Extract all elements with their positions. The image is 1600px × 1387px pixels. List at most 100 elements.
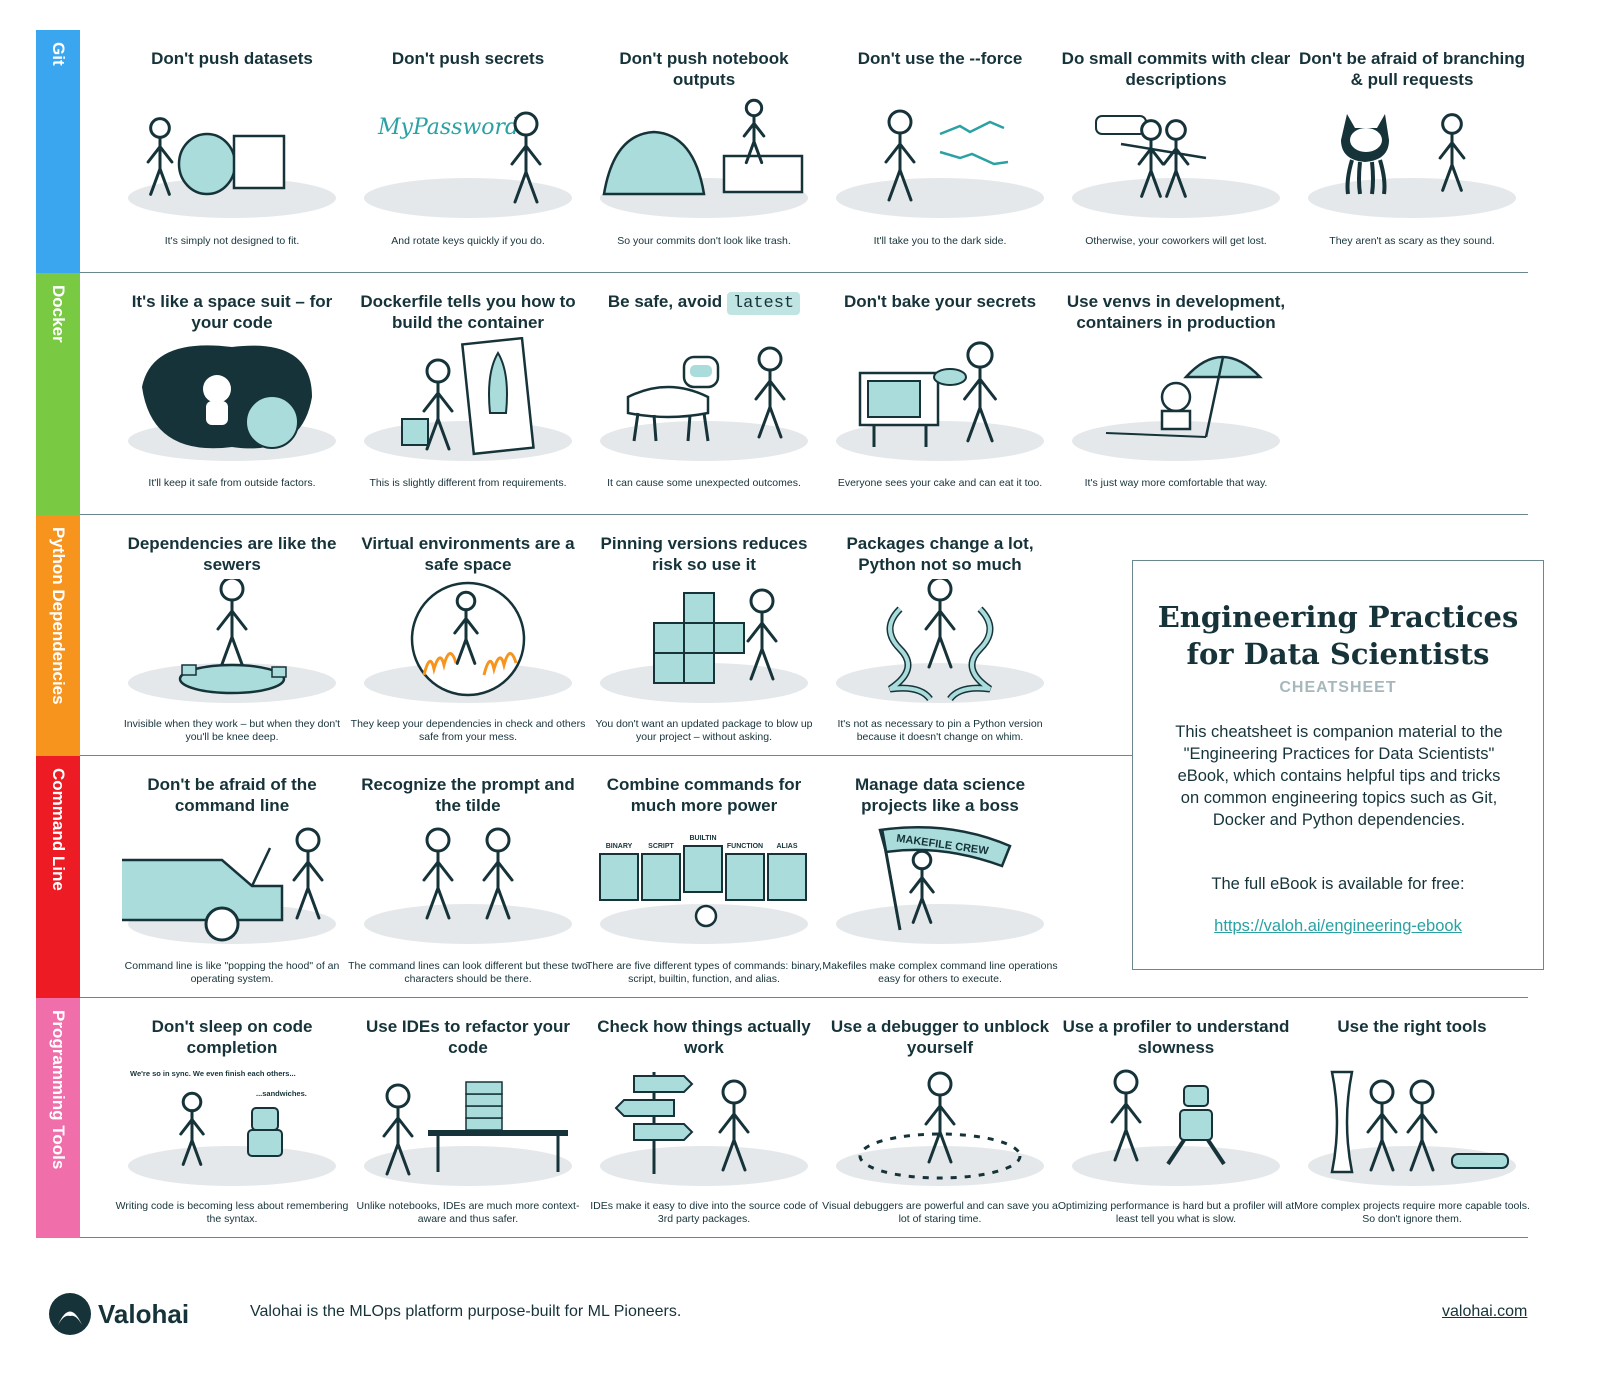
tip-caption: Everyone sees your cake and can eat it t… [837, 477, 1043, 489]
tip-caption: This is slightly different from requirem… [369, 477, 567, 489]
tip-card: Use the right tools More complex project… [1294, 998, 1530, 1238]
force-lightning-icon [830, 94, 1050, 222]
tip-caption: It's just way more comfortable that way. [1084, 477, 1268, 489]
command-label: ALIAS [777, 843, 798, 850]
tip-title: Dockerfile tells you how to build the co… [352, 291, 584, 333]
section-git: Git Don't push datasets It's simply not d… [36, 30, 1528, 273]
section-docker: Docker It's like a space suit – for your … [36, 273, 1528, 515]
footer-website-link[interactable]: valohai.com [1442, 1303, 1528, 1320]
tip-title-text: Be safe, avoid [607, 292, 723, 311]
section-tab: Git [36, 30, 80, 273]
tip-title-code: latest [726, 292, 801, 315]
tip-card: Do small commits with clear descriptions… [1060, 30, 1292, 273]
section-divider [80, 997, 1528, 998]
snakes-icon [830, 579, 1050, 707]
info-title: Engineering Practices for Data Scientist… [1157, 600, 1519, 671]
tip-caption: So your commits don't look like trash. [617, 235, 791, 247]
two-figures-icon [358, 820, 578, 948]
tip-title-text: Don't sleep on code completion [151, 1017, 313, 1057]
tip-title: Check how things actually work [588, 1016, 820, 1058]
car-hood-icon [122, 820, 342, 948]
tip-card: Combine commands for much more power BIN… [586, 756, 822, 998]
tip-card: Dockerfile tells you how to build the co… [352, 273, 584, 515]
tip-card: Use a debugger to unblock yourself Visua… [822, 998, 1058, 1238]
tip-title-text: Pinning versions reduces risk so use it [600, 534, 808, 574]
info-subtitle: CHEATSHEET [1279, 679, 1397, 696]
tip-title: Don't bake your secrets [824, 291, 1056, 312]
tip-title: Do small commits with clear descriptions [1060, 48, 1292, 90]
tip-caption: Unlike notebooks, IDEs are much more con… [356, 1200, 580, 1225]
tip-caption: It's not as necessary to pin a Python ve… [837, 718, 1043, 743]
tip-title: Manage data science projects like a boss [824, 774, 1056, 816]
tip-caption: You don't want an updated package to blo… [595, 718, 813, 743]
tip-title-text: Do small commits with clear descriptions [1061, 49, 1291, 89]
section-label: Programming Tools [49, 1010, 68, 1170]
tip-title: Don't push notebook outputs [588, 48, 820, 90]
tip-card: Don't bake your secrets Everyone sees yo… [824, 273, 1056, 515]
tip-card: Manage data science projects like a boss… [822, 756, 1057, 998]
tip-caption: Command line is like "popping the hood" … [124, 960, 340, 985]
tip-caption: It's simply not designed to fit. [164, 235, 300, 247]
sewer-icon [122, 579, 342, 707]
tip-title: It's like a space suit – for your code [116, 291, 348, 333]
section-tab: Command Line [36, 756, 80, 998]
tip-caption: More complex projects require more capab… [1294, 1200, 1530, 1225]
brand-name: Valohai [98, 1298, 190, 1329]
tip-title-text: Use the right tools [1337, 1017, 1487, 1036]
tip-title: Use a debugger to unblock yourself [824, 1016, 1056, 1058]
command-label: SCRIPT [648, 843, 674, 850]
section-tab: Python Dependencies [36, 515, 80, 756]
robot-run-icon [1066, 1062, 1286, 1190]
tip-title: Use the right tools [1296, 1016, 1528, 1037]
tip-caption: It'll take you to the dark side. [873, 235, 1007, 247]
tip-title-text: It's like a space suit – for your code [131, 292, 333, 332]
tip-title: Use a profiler to understand slowness [1060, 1016, 1292, 1058]
tip-caption: And rotate keys quickly if you do. [391, 235, 545, 247]
tip-title-text: Use IDEs to refactor your code [365, 1017, 571, 1057]
beach-umbrella-icon [1066, 337, 1286, 465]
section-divider [80, 514, 1528, 515]
tip-caption: IDEs make it easy to dive into the sourc… [590, 1200, 818, 1225]
tip-title-text: Don't be afraid of branching & pull requ… [1299, 49, 1525, 89]
tip-card: It's like a space suit – for your code I… [116, 273, 348, 515]
elephant-in-box-icon [122, 94, 342, 222]
trash-pile-icon [594, 94, 814, 222]
detective-icon [830, 1062, 1050, 1190]
tip-caption: Otherwise, your coworkers will get lost. [1085, 235, 1267, 247]
tip-title: Don't be afraid of the command line [116, 774, 348, 816]
tip-title: Dependencies are like the sewers [116, 533, 348, 575]
tip-title-text: Use venvs in development, containers in … [1066, 292, 1286, 332]
tip-title: Virtual environments are a safe space [352, 533, 584, 575]
section-label: Python Dependencies [49, 527, 68, 705]
tip-title-text: Don't push secrets [391, 49, 545, 68]
tip-caption: Invisible when they work – but when they… [123, 718, 341, 743]
tip-caption: They keep your dependencies in check and… [350, 718, 586, 743]
section-label: Docker [49, 285, 68, 343]
tip-title-text: Don't push datasets [151, 49, 313, 68]
section-python-dependencies: Python Dependencies Dependencies are like… [36, 515, 1528, 756]
info-box: Engineering Practices for Data Scientist… [1132, 560, 1544, 970]
tip-card: Recognize the prompt and the tilde The c… [348, 756, 588, 998]
section-tab: Programming Tools [36, 998, 80, 1238]
tip-caption: There are five different types of comman… [586, 960, 822, 985]
tip-caption: Writing code is becoming less about reme… [115, 1200, 349, 1225]
tip-title-text: Combine commands for much more power [606, 775, 802, 815]
tip-card: Be safe, avoid latest It can cause some … [588, 273, 820, 515]
tip-caption: They aren't as scary as they sound. [1329, 235, 1495, 247]
info-free-text: The full eBook is available for free: [1211, 875, 1465, 893]
tip-title-text: Check how things actually work [597, 1017, 811, 1057]
tip-title: Be safe, avoid latest [588, 291, 820, 315]
tip-title-text: Packages change a lot, Python not so muc… [846, 534, 1034, 574]
banner-flag-icon: MAKEFILE CREW [830, 820, 1050, 948]
lost-coworkers-icon [1066, 94, 1286, 222]
signpost-icon [594, 1062, 814, 1190]
section-label: Command Line [49, 768, 68, 891]
ebook-link[interactable]: https://valoh.ai/engineering-ebook [1214, 917, 1462, 935]
tip-title-text: Don't bake your secrets [843, 292, 1037, 311]
speech-bubble-2: ...sandwiches. [256, 1089, 307, 1098]
footer-tagline: Valohai is the MLOps platform purpose-bu… [250, 1303, 682, 1320]
valohai-logo[interactable]: Valohai [48, 1292, 189, 1336]
tip-title-text: Dockerfile tells you how to build the co… [360, 292, 576, 332]
tip-title-text: Use a debugger to unblock yourself [830, 1017, 1050, 1057]
tip-card: Check how things actually work IDEs make… [588, 998, 820, 1238]
